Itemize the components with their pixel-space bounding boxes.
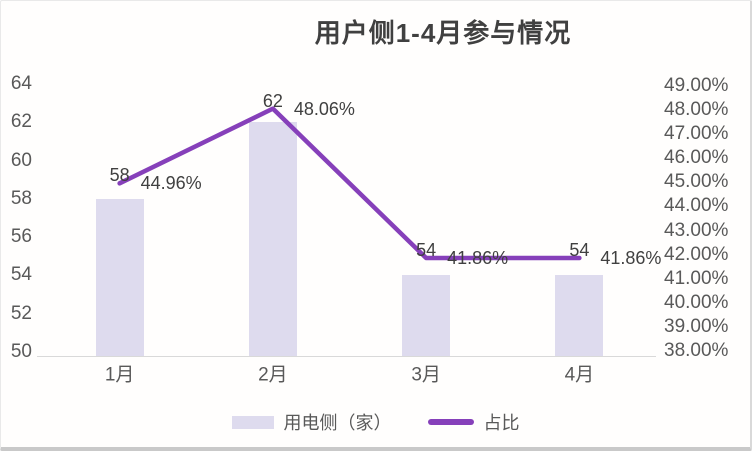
left-axis-tick: 50: [10, 341, 32, 362]
right-axis-tick: 42.00%: [664, 243, 729, 265]
x-axis-label: 2月: [258, 364, 288, 386]
legend-item-bar: 用电侧（家）: [231, 409, 392, 435]
left-axis-tick: 52: [10, 302, 32, 324]
legend: 用电侧（家） 占比: [1, 409, 750, 435]
bar-4月: [555, 275, 604, 356]
x-axis-label: 3月: [411, 364, 441, 386]
bar-value-label: 62: [262, 90, 283, 111]
right-axis-tick: 48.00%: [664, 99, 729, 121]
bar-1月: [95, 198, 144, 356]
left-axis-tick: 62: [10, 111, 32, 133]
bar-series-swatch-icon: [231, 415, 274, 429]
left-axis-tick: 58: [10, 187, 32, 209]
x-axis-line: [37, 356, 656, 357]
right-axis-tick: 45.00%: [664, 171, 729, 193]
line-series-swatch-icon: [427, 419, 474, 425]
right-axis-tick: 47.00%: [664, 123, 729, 145]
line-value-label: 41.86%: [447, 248, 509, 268]
left-axis-tick: 54: [10, 264, 32, 286]
line-value-label: 48.06%: [293, 98, 355, 119]
x-axis-label: 4月: [564, 364, 595, 386]
bar-value-label: 54: [569, 240, 590, 260]
bar-3月: [402, 275, 451, 356]
right-axis-tick: 43.00%: [664, 219, 729, 241]
left-axis-tick: 60: [10, 149, 32, 171]
right-axis-tick: 39.00%: [664, 315, 729, 337]
x-axis-label: 1月: [104, 364, 135, 386]
bar-value-label: 54: [416, 240, 437, 260]
line-value-label: 44.96%: [140, 173, 202, 194]
right-axis-tick: 49.00%: [664, 75, 729, 96]
right-axis-tick: 44.00%: [664, 195, 729, 217]
chart-title: 用户侧1-4月参与情况: [314, 18, 572, 48]
legend-item-line: 占比: [427, 409, 520, 435]
legend-label-line: 占比: [483, 413, 520, 433]
left-axis-tick: 64: [10, 73, 32, 94]
left-axis-tick: 56: [10, 226, 32, 248]
right-axis-tick: 38.00%: [664, 340, 729, 361]
right-axis-tick: 46.00%: [664, 147, 729, 169]
legend-label-bar: 用电侧（家）: [283, 413, 392, 433]
right-axis-tick: 40.00%: [664, 291, 729, 313]
bar-value-label: 58: [109, 165, 130, 186]
right-axis-tick: 41.00%: [664, 267, 729, 289]
line-value-label: 41.86%: [600, 248, 662, 268]
bar-2月: [248, 122, 297, 356]
